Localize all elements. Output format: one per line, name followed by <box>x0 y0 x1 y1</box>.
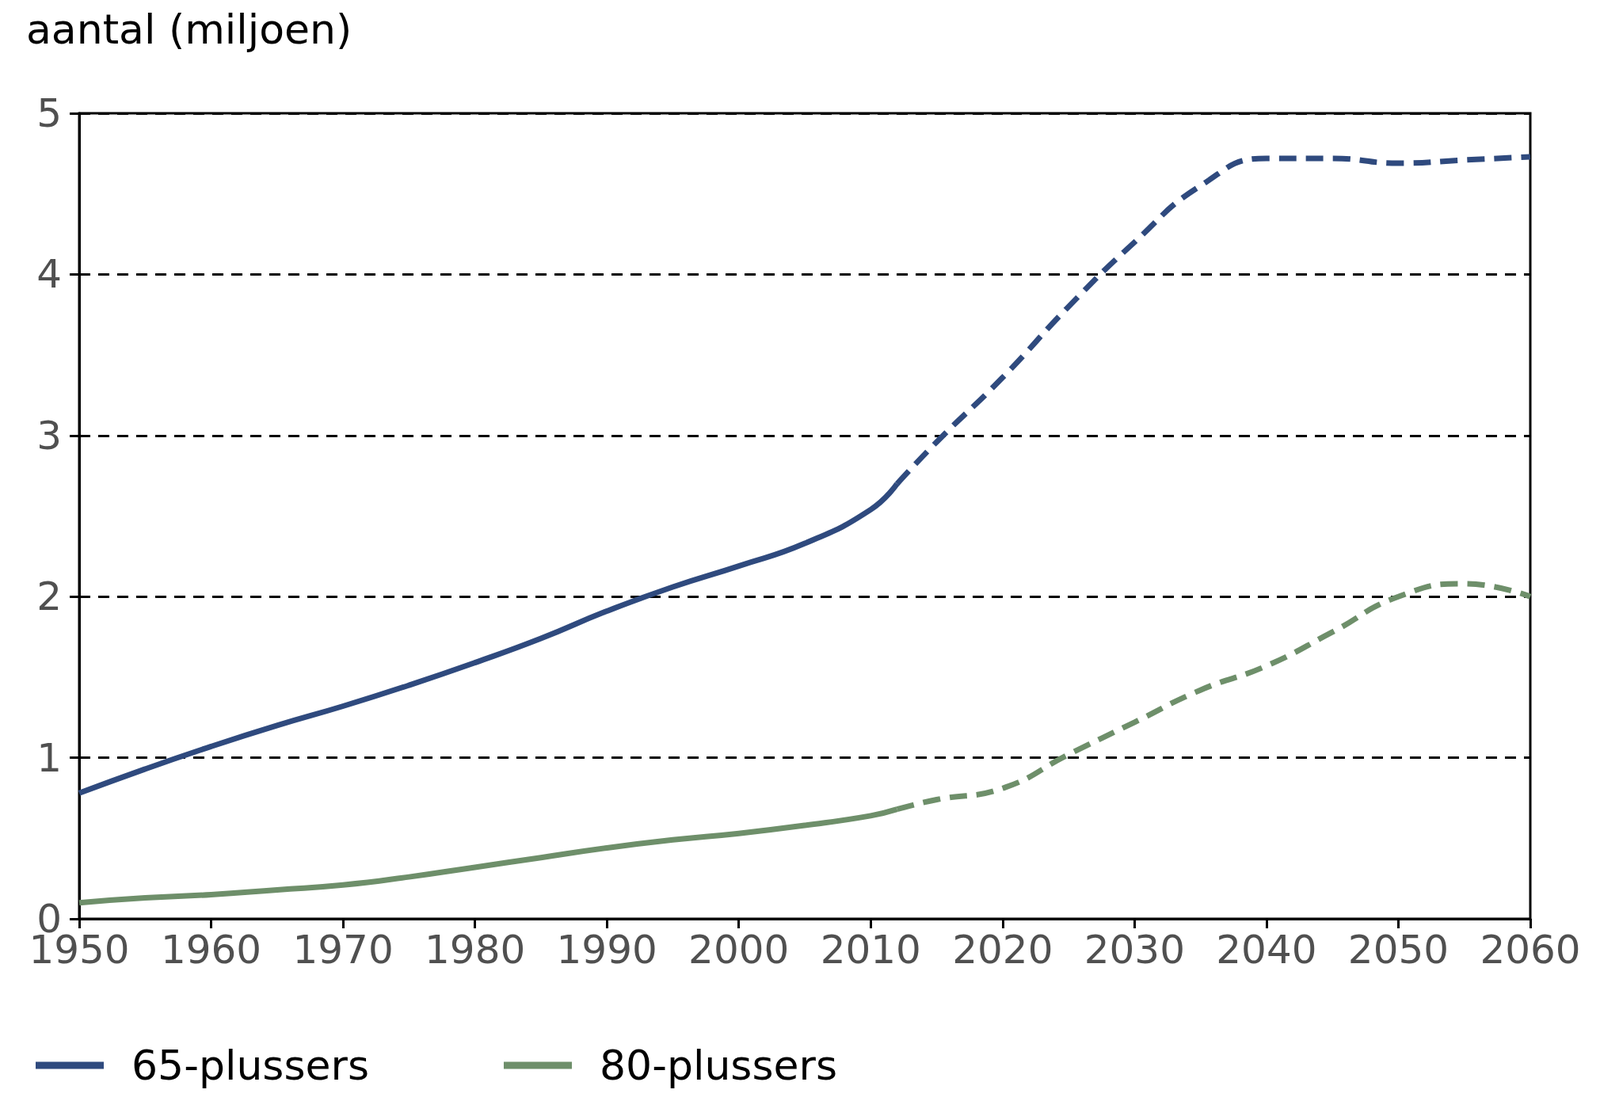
svg-text:1960: 1960 <box>160 926 262 973</box>
svg-text:1950: 1950 <box>28 926 130 973</box>
svg-text:2000: 2000 <box>688 926 789 973</box>
svg-text:2: 2 <box>36 573 62 620</box>
svg-text:1980: 1980 <box>424 926 526 973</box>
svg-text:0: 0 <box>36 895 62 942</box>
svg-text:80-plussers: 80-plussers <box>599 1041 838 1090</box>
svg-text:2020: 2020 <box>952 926 1053 973</box>
svg-text:2010: 2010 <box>820 926 922 973</box>
svg-text:2060: 2060 <box>1479 926 1581 973</box>
svg-text:2040: 2040 <box>1215 926 1317 973</box>
svg-text:5: 5 <box>36 90 62 137</box>
svg-text:2030: 2030 <box>1084 926 1185 973</box>
svg-text:aantal (miljoen): aantal (miljoen) <box>26 5 352 54</box>
svg-text:1970: 1970 <box>292 926 393 973</box>
svg-text:2050: 2050 <box>1348 926 1449 973</box>
svg-text:1990: 1990 <box>556 926 658 973</box>
svg-text:4: 4 <box>36 251 62 298</box>
svg-text:1: 1 <box>36 735 62 781</box>
svg-text:3: 3 <box>36 412 62 459</box>
svg-text:65-plussers: 65-plussers <box>131 1041 370 1090</box>
